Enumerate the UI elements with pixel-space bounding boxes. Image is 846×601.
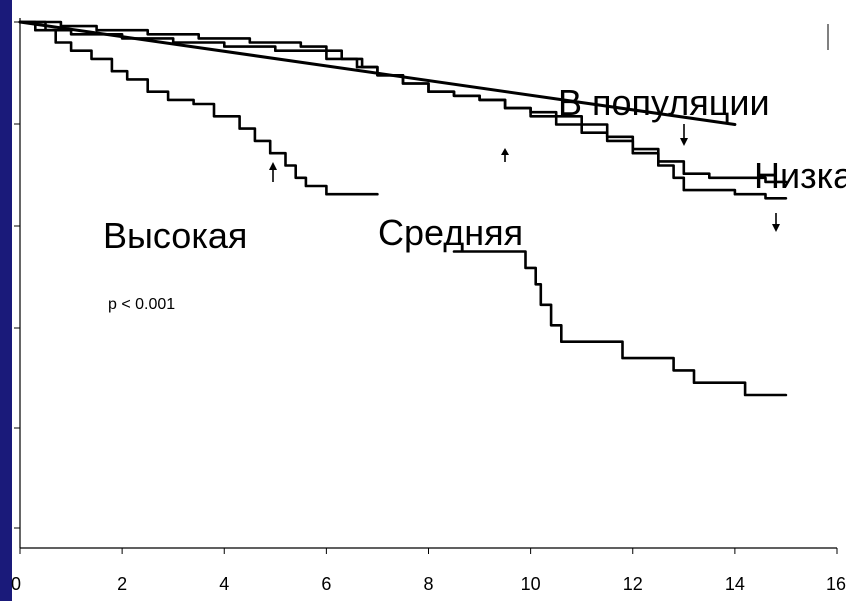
arrow-high: [269, 162, 277, 182]
arrow-low: [772, 213, 780, 232]
x-tick-label: 10: [521, 574, 541, 594]
x-tick-label: 0: [11, 574, 21, 594]
label-population: В популяции: [558, 82, 770, 123]
label-low: Низкая: [754, 155, 846, 196]
x-tick-label: 4: [219, 574, 229, 594]
label-medium: Средняя: [378, 212, 523, 253]
arrow-medium: [501, 148, 509, 162]
arrow-population: [680, 124, 688, 146]
x-tick-label: 8: [423, 574, 433, 594]
x-tick-label: 12: [623, 574, 643, 594]
series-line-high_late: [454, 252, 786, 396]
x-tick-label: 2: [117, 574, 127, 594]
x-tick-label: 6: [321, 574, 331, 594]
series-layer: [20, 22, 786, 395]
label-high: Высокая: [103, 215, 247, 256]
x-tick-label: 16: [826, 574, 846, 594]
x-axis-ticks: 0 2 4 6 8 10 12 14 16: [11, 548, 846, 594]
x-tick-label: 14: [725, 574, 745, 594]
p-value-label: p < 0.001: [108, 296, 175, 313]
